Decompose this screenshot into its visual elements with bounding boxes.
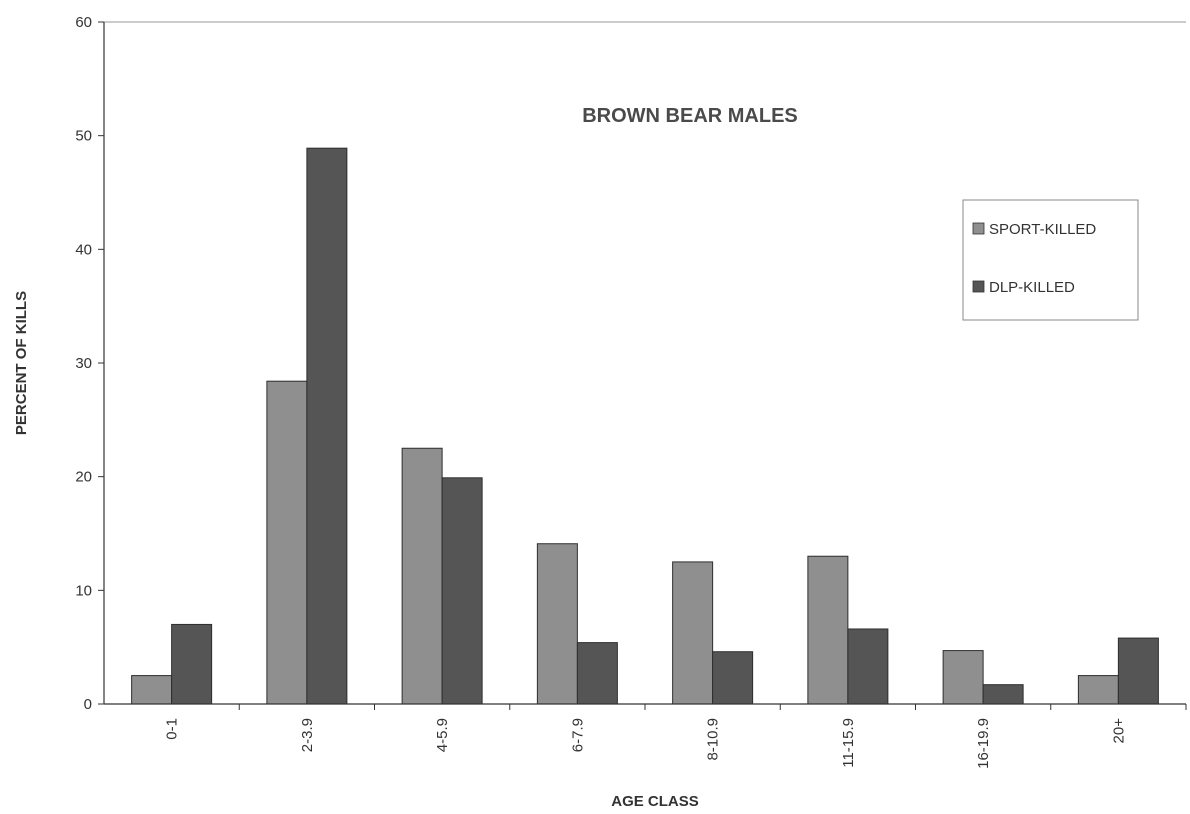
bar-sport-killed-2-3-9 [266,380,308,705]
bar-dlp-killed-0-1 [171,623,213,705]
legend-swatch-sport-killed [972,222,985,235]
bar-sport-killed-20 [1077,675,1119,705]
bar-dlp-killed-11-15-9 [847,628,889,705]
bar-sport-killed-11-15-9 [807,555,849,705]
x-tick-label-20: 20+ [1110,718,1127,744]
bar-sport-killed-8-10-9 [672,561,714,705]
bars [131,147,1159,705]
bar-dlp-killed-6-7-9 [576,642,618,705]
y-axis-title: PERCENT OF KILLS [13,291,30,435]
x-tick-label-8-10-9: 8-10.9 [705,718,722,761]
bar-dlp-killed-4-5-9 [441,477,483,705]
bar-dlp-killed-16-19-9 [982,684,1024,705]
bar-sport-killed-6-7-9 [536,543,578,705]
x-axis-ticks: 0-1 2-3.9 4-5.9 6-7.9 8-10.9 11-15.9 16-19.9 20… [164,704,1187,769]
x-tick-label-6-7-9: 6-7.9 [569,718,586,752]
y-tick-label-10: 10 [75,582,92,599]
bar-sport-killed-16-19-9 [942,650,984,705]
y-tick-label-30: 30 [75,355,92,372]
x-tick-label-16-19-9: 16-19.9 [975,718,992,769]
x-tick-label-0-1: 0-1 [164,718,181,740]
y-tick-label-60: 60 [75,14,92,31]
bar-sport-killed-4-5-9 [401,447,443,705]
bar-sport-killed-0-1 [131,675,173,705]
bar-dlp-killed-8-10-9 [712,651,754,705]
x-tick-label-2-3-9: 2-3.9 [299,718,316,752]
y-axis-ticks: 0 10 20 30 40 50 60 [75,14,104,713]
legend-swatch-dlp-killed [972,280,985,293]
x-axis-title: AGE CLASS [611,793,699,810]
legend-label-sport-killed: SPORT-KILLED [989,221,1096,238]
bar-dlp-killed-2-3-9 [306,147,348,705]
bar-dlp-killed-20 [1117,637,1159,705]
legend-box [962,199,1139,321]
legend-label-dlp-killed: DLP-KILLED [989,279,1075,296]
x-tick-label-11-15-9: 11-15.9 [840,718,857,768]
chart-title: BROWN BEAR MALES [582,105,798,127]
x-tick-label-4-5-9: 4-5.9 [434,718,451,752]
y-tick-label-50: 50 [75,128,92,145]
y-tick-label-20: 20 [75,469,92,486]
y-tick-label-40: 40 [75,241,92,258]
legend: SPORT-KILLED DLP-KILLED [962,199,1139,321]
y-tick-label-0: 0 [84,696,92,713]
